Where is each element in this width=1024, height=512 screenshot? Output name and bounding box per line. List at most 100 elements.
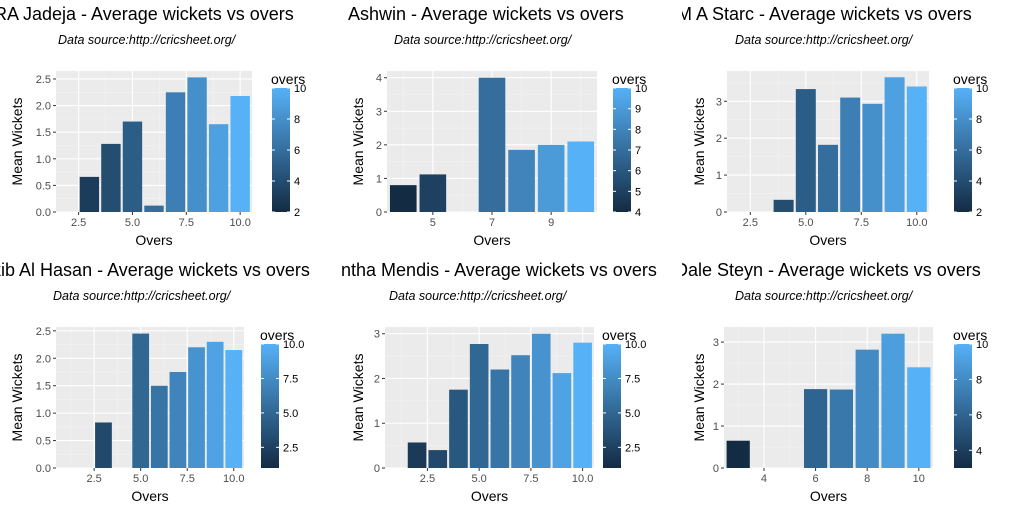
chart-panel-ashwin: 5 7 9 0 1 2 3 4 Overs Mean Wickets overs 4 5 6 7 8 9 10 A… bbox=[341, 0, 682, 256]
chart-panel-jadeja: 2.5 5.0 7.5 10.0 0.0 0.5 1.0 1.5 2.0 2.5 Overs Mean… bbox=[0, 0, 341, 256]
x-tick-label: 7.5 bbox=[854, 217, 869, 229]
bar bbox=[169, 371, 187, 468]
y-tick-label: 1 bbox=[716, 170, 722, 182]
x-tick-label: 2.5 bbox=[87, 473, 102, 485]
legend-tick-label: 6 bbox=[976, 410, 982, 422]
bar bbox=[829, 389, 854, 468]
bar bbox=[188, 347, 205, 468]
chart-panel-starc: 2.5 5.0 7.5 10.0 0 1 2 3 Overs Mean Wickets overs 2… bbox=[682, 0, 1023, 256]
chart-panel-steyn: 4 6 8 10 0 1 2 3 Overs Mean Wickets overs 4 6 8 10 Dal… bbox=[682, 256, 1023, 512]
y-tick-label: 2 bbox=[376, 140, 382, 152]
chart-svg: 4 6 8 10 0 1 2 3 Overs Mean Wickets overs 4 6 8 10 bbox=[691, 327, 988, 504]
chart-subtitle: Data source:http://cricsheet.org/ bbox=[58, 33, 236, 47]
y-tick-label: 3 bbox=[716, 96, 722, 108]
y-tick-label: 2.0 bbox=[36, 101, 51, 113]
bar bbox=[855, 349, 879, 468]
x-tick-label: 8 bbox=[864, 473, 870, 485]
y-tick-label: 2.5 bbox=[36, 326, 51, 338]
legend-colorbar bbox=[261, 344, 279, 468]
bar bbox=[389, 185, 417, 212]
y-tick-label: 2.5 bbox=[36, 74, 51, 86]
x-tick-label: 5.0 bbox=[472, 473, 487, 485]
x-tick-label: 7.5 bbox=[180, 473, 195, 485]
y-tick-label: 0.5 bbox=[36, 180, 51, 192]
y-axis-title: Mean Wickets bbox=[691, 98, 707, 186]
legend-colorbar bbox=[603, 344, 621, 468]
x-tick-label: 2.5 bbox=[420, 473, 435, 485]
bar bbox=[407, 442, 427, 468]
chart-subtitle: Data source:http://cricsheet.org/ bbox=[394, 33, 572, 47]
legend-tick-label: 4 bbox=[635, 207, 641, 219]
bar bbox=[795, 89, 816, 212]
bar bbox=[478, 77, 506, 212]
x-tick-label: 10 bbox=[913, 473, 925, 485]
y-axis-title: Mean Wickets bbox=[350, 98, 366, 186]
chart-panel-mendis: 2.5 5.0 7.5 10.0 0 1 2 3 Overs Mean Wickets overs 2… bbox=[341, 256, 682, 512]
x-axis-title: Overs bbox=[471, 488, 508, 504]
bar bbox=[225, 350, 243, 468]
bar bbox=[884, 77, 905, 212]
bar bbox=[230, 96, 250, 212]
y-tick-label: 1 bbox=[713, 421, 719, 433]
bar bbox=[573, 342, 592, 468]
y-tick-label: 0 bbox=[376, 207, 382, 219]
chart-svg: 2.5 5.0 7.5 10.0 0.0 0.5 1.0 1.5 2.0 2.5 Overs Mean… bbox=[9, 71, 306, 248]
legend-tick-label: 6 bbox=[294, 145, 300, 157]
bar bbox=[552, 373, 572, 468]
bar bbox=[818, 144, 838, 212]
y-tick-label: 2.0 bbox=[36, 353, 51, 365]
legend-tick-label: 6 bbox=[976, 145, 982, 157]
y-tick-label: 0 bbox=[713, 463, 719, 475]
bar bbox=[567, 141, 595, 212]
x-tick-label: 5 bbox=[430, 217, 436, 229]
legend-tick-label: 10 bbox=[976, 83, 988, 95]
bar bbox=[862, 103, 883, 212]
x-tick-label: 10.0 bbox=[229, 217, 250, 229]
bar bbox=[132, 333, 150, 468]
chart-subtitle: Data source:http://cricsheet.org/ bbox=[53, 289, 231, 303]
chart-panel-shakib: 2.5 5.0 7.5 10.0 0.0 0.5 1.0 1.5 2.0 2.5 Overs Mean… bbox=[0, 256, 341, 512]
bar bbox=[449, 389, 468, 468]
chart-title: Shakib Al Hasan - Average wickets vs ove… bbox=[0, 260, 310, 280]
legend-tick-label: 6 bbox=[635, 166, 641, 178]
x-axis-title: Overs bbox=[131, 488, 168, 504]
legend-colorbar bbox=[272, 88, 290, 212]
bar bbox=[208, 124, 229, 212]
legend-tick-label: 5.0 bbox=[283, 408, 298, 420]
x-tick-label: 5.0 bbox=[125, 217, 140, 229]
legend-tick-label: 8 bbox=[976, 374, 982, 386]
x-tick-label: 10.0 bbox=[572, 473, 593, 485]
legend-tick-label: 10.0 bbox=[625, 339, 646, 351]
x-tick-label: 7.5 bbox=[523, 473, 538, 485]
bar bbox=[206, 341, 224, 468]
legend-tick-label: 10 bbox=[976, 339, 988, 351]
bar bbox=[150, 385, 168, 468]
bar bbox=[508, 149, 535, 212]
legend-tick-label: 4 bbox=[976, 176, 982, 188]
x-axis-title: Overs bbox=[135, 232, 172, 248]
y-tick-label: 0.5 bbox=[36, 436, 51, 448]
y-tick-label: 0 bbox=[716, 207, 722, 219]
legend-tick-label: 10 bbox=[635, 83, 647, 95]
bar bbox=[419, 174, 447, 212]
bar bbox=[511, 355, 530, 468]
x-tick-label: 7 bbox=[489, 217, 495, 229]
chart-title: Dale Steyn - Average wickets vs overs bbox=[682, 260, 981, 280]
y-tick-label: 2 bbox=[716, 133, 722, 145]
legend-colorbar bbox=[613, 88, 631, 212]
chart-title: RA Jadeja - Average wickets vs overs bbox=[0, 4, 294, 24]
y-tick-label: 1.5 bbox=[36, 381, 51, 393]
legend-tick-label: 2.5 bbox=[283, 442, 298, 454]
legend-title: overs bbox=[612, 71, 646, 87]
chart-svg: 5 7 9 0 1 2 3 4 Overs Mean Wickets overs 4 5 6 7 8 9 10 bbox=[350, 71, 647, 248]
legend-tick-label: 8 bbox=[976, 114, 982, 126]
bar bbox=[101, 143, 121, 212]
x-tick-label: 9 bbox=[548, 217, 554, 229]
y-axis-title: Mean Wickets bbox=[350, 354, 366, 442]
legend-tick-label: 7.5 bbox=[625, 373, 640, 385]
y-tick-label: 0 bbox=[374, 463, 380, 475]
chart-title: M A Starc - Average wickets vs overs bbox=[682, 4, 972, 24]
y-tick-label: 3 bbox=[374, 329, 380, 341]
bar bbox=[531, 333, 551, 468]
legend-colorbar bbox=[954, 88, 972, 212]
